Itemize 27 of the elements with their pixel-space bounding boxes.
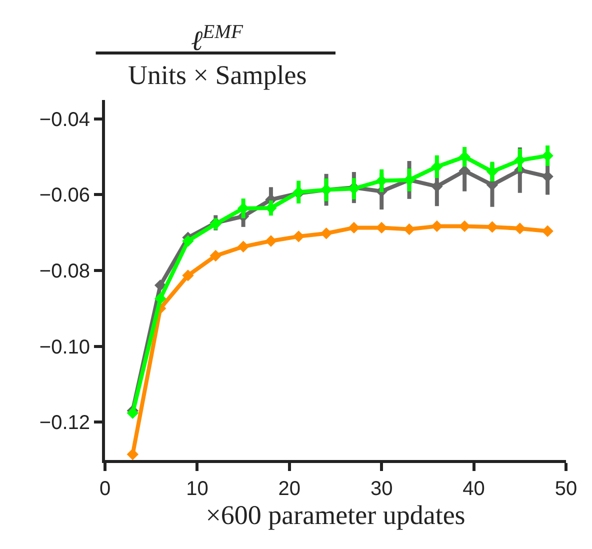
y-tick-label: −0.08 — [39, 260, 90, 283]
x-axis-title: ×600 parameter updates — [206, 500, 466, 530]
x-tick-label: 10 — [186, 478, 208, 500]
x-tick-label: 20 — [278, 478, 301, 500]
point — [182, 270, 194, 282]
point — [182, 235, 194, 247]
x-tick-label: 30 — [370, 478, 393, 500]
chart-title: ℓ$^{EMF}$ — [191, 22, 244, 57]
x-tick-label: 40 — [462, 478, 485, 500]
y-tick-label: −0.12 — [39, 412, 90, 434]
point — [154, 292, 166, 304]
y-tick-label: −0.10 — [39, 336, 90, 358]
point — [542, 225, 554, 237]
chart-subtitle: Units × Samples — [128, 60, 307, 90]
point — [126, 407, 139, 419]
x-tick-label: 0 — [99, 478, 111, 500]
point — [126, 448, 139, 460]
point — [514, 222, 526, 234]
point — [265, 235, 277, 247]
point — [237, 240, 250, 252]
point — [210, 250, 222, 262]
point — [320, 228, 332, 240]
y-tick-label: −0.06 — [39, 184, 90, 207]
point — [154, 279, 166, 292]
y-tick-label: −0.04 — [39, 108, 90, 131]
x-tick-label: 50 — [554, 478, 578, 500]
point — [292, 230, 304, 242]
